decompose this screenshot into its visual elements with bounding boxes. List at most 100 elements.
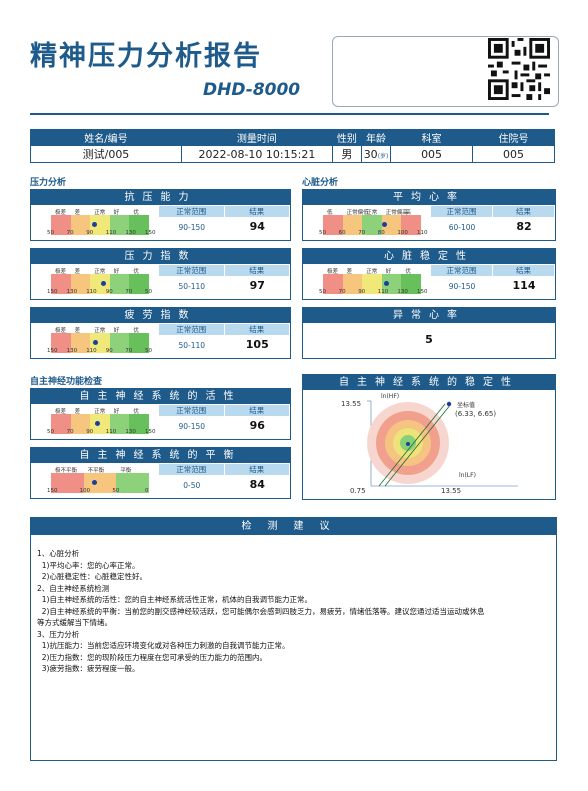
stress-scale-segment (90, 215, 110, 235)
heart-scale-segment (401, 274, 421, 294)
stress-range-header: 正常范围 (159, 324, 224, 335)
ans-tick: 70 (66, 429, 74, 435)
heart-range-header: 正常范围 (431, 206, 492, 217)
ans-panel-0: 自主神经系统的活性 极差 差 正常 好 优 50 70 90 110 130 150 正常范围 90-15… (30, 388, 291, 440)
stress-tick: 130 (125, 230, 136, 236)
advice-line: 2)自主神经系统的平衡：当前您的副交感神经较活跃，您可能偶尔会感到四肢乏力，易疲… (37, 606, 485, 616)
stress-result-header: 结果 (224, 324, 289, 335)
stress-tick: 90 (86, 230, 94, 236)
stress-scale-segment (109, 274, 130, 294)
patient-dept: 005 (390, 145, 474, 163)
heart-scale-segment (323, 274, 343, 294)
stability-xaxis: ln(LF) (459, 472, 476, 479)
heart-scale-segment (401, 215, 421, 235)
stress-tick: 110 (86, 348, 97, 354)
stress-result-value: 97 (249, 279, 265, 292)
stress-marker (100, 281, 106, 286)
heart-level-label: 正常偏低 (346, 210, 369, 216)
stress-marker (93, 340, 99, 345)
stress-scale-segment (129, 215, 149, 235)
stress-scale-segment (109, 215, 130, 235)
heart-scale-segment (362, 274, 382, 294)
ans-level-label: 极差 (55, 409, 67, 415)
ans-scale-bar (51, 473, 149, 493)
ans-level-label: 极不平衡 (55, 468, 78, 474)
advice-text: 1、心脏分析 1)平均心率：您的心率正常。 2)心脏稳定性：心脏稳定性好。 2、自… (37, 548, 484, 675)
section-stress: 压力分析 (30, 178, 67, 188)
stress-tick: 110 (86, 289, 97, 295)
stability-coord: (6.33, 6.65) (455, 410, 497, 418)
heart-tick: 130 (397, 289, 408, 295)
heart-scale-segment (342, 215, 363, 235)
ans-scale-segment (116, 473, 149, 493)
ans-level-label: 平衡 (120, 468, 132, 474)
stress-tick: 110 (105, 230, 117, 236)
stability-xmin: 0.75 (350, 487, 366, 495)
stress-tick: 70 (125, 289, 133, 295)
heart-scale-bar (323, 215, 421, 235)
stability-title: 自主神经系统的稳定性 (303, 375, 555, 390)
heart-scale-segment (381, 215, 402, 235)
stress-tick: 70 (66, 230, 74, 236)
stress-result-value: 94 (249, 220, 265, 233)
stress-level-label: 好 (113, 210, 120, 216)
advice-line: 2)压力指数：您的现阶段压力程度在您可承受的压力能力的范围内。 (37, 652, 267, 662)
stress-tick: 50 (145, 289, 152, 295)
ans-tick: 150 (47, 488, 58, 494)
stress-tick: 50 (145, 348, 152, 354)
stress-tick: 130 (66, 348, 78, 354)
stress-scale-bar (51, 333, 149, 353)
heart-range-header: 正常范围 (431, 265, 492, 276)
advice-line: 3)疲劳指数：疲劳程度一般。 (37, 664, 140, 673)
stress-level-label: 正常 (94, 210, 106, 216)
stress-range-value: 90-150 (178, 223, 206, 232)
stress-scale-segment (51, 333, 71, 353)
stress-level-label: 正常 (94, 328, 106, 334)
stress-scale-segment (51, 215, 71, 235)
heart-tick: 110 (377, 289, 389, 295)
advice-line: 3、压力分析 (37, 629, 80, 639)
ans-tick: 50 (47, 429, 54, 435)
ans-scale-segment (51, 414, 71, 434)
heart-tick: 150 (417, 289, 428, 295)
ans-range-header: 正常范围 (159, 405, 224, 416)
stress-tick: 50 (47, 230, 54, 236)
measure-time: 2022-08-10 10:15:21 (180, 145, 333, 163)
heart-tick: 70 (358, 230, 366, 236)
stress-level-label: 正常 (94, 269, 106, 275)
section-heart: 心脏分析 (302, 178, 339, 188)
stress-marker (92, 222, 98, 227)
stress-panel-2: 疲劳指数 极差 差 正常 好 优 150 130 110 90 70 50 正常范围 50-110 结果 10… (30, 307, 291, 359)
advice-panel: 检测建议 1、心脏分析 1)平均心率：您的心率正常。 2)心脏稳定性：心脏稳定性… (30, 517, 557, 761)
stress-tick: 90 (105, 289, 113, 295)
heart-tick: 60 (338, 230, 346, 236)
stress-scale-segment (90, 333, 110, 353)
stability-panel: 自主神经系统的稳定性 ln(HF) 13.55 0.75 13.55 ln(LF… (302, 374, 556, 500)
ans-level-label: 优 (133, 409, 139, 415)
stress-level-label: 差 (74, 328, 81, 334)
heart-scale-segment (362, 215, 382, 235)
abnormal-hr-title: 异常心率 (303, 308, 555, 323)
patient-info-table: 姓名/编号 测量时间 性别 年龄 科室 住院号 测试/005 2022-08-1… (30, 129, 555, 163)
ans-range-value: 0-50 (183, 481, 201, 490)
stress-level-label: 极差 (55, 269, 67, 275)
heart-result-header: 结果 (493, 265, 554, 276)
heart-level-label: 正常 (366, 269, 378, 275)
stress-level-label: 优 (133, 328, 139, 334)
advice-line: 2、自主神经系统检测 (37, 583, 110, 593)
stress-tick: 90 (105, 348, 113, 354)
heart-marker (383, 281, 389, 286)
ans-result-value: 84 (249, 478, 265, 491)
ans-result-header: 结果 (224, 464, 289, 475)
ans-marker (95, 421, 101, 426)
stress-scale-segment (109, 333, 130, 353)
heart-scale-segment (381, 274, 402, 294)
heart-tick: 90 (358, 289, 366, 295)
stress-scale-bar (51, 274, 149, 294)
stress-range-value: 50-110 (178, 282, 206, 291)
stress-level-label: 差 (74, 210, 81, 216)
ans-tick: 110 (105, 429, 117, 435)
header-age: 年龄 (360, 129, 392, 146)
section-ans: 自主神经功能检查 (30, 377, 103, 387)
header-time: 测量时间 (180, 129, 333, 146)
